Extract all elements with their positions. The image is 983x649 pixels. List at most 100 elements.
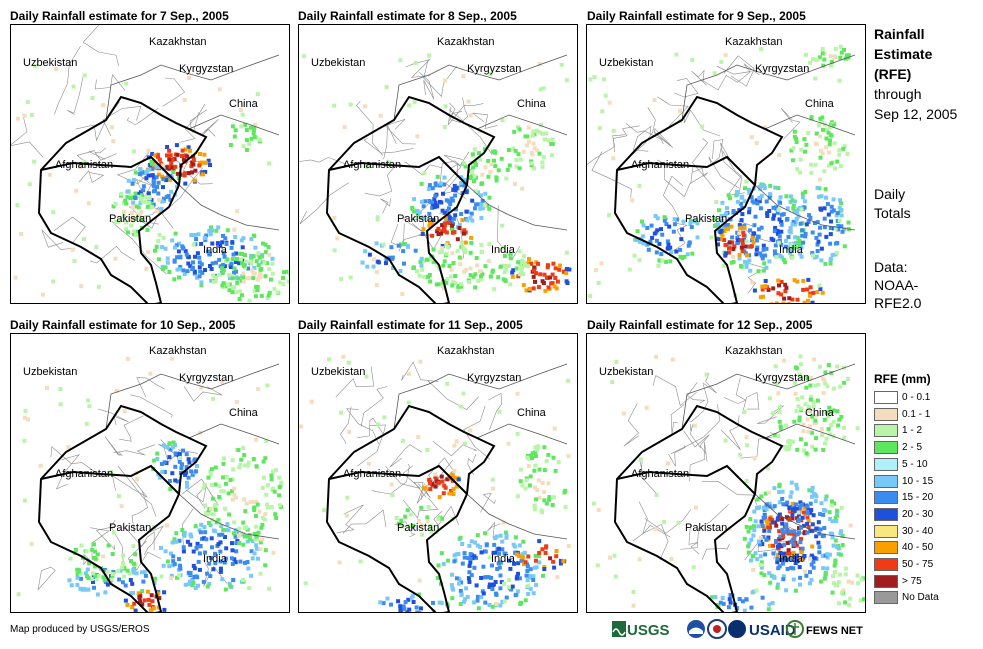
map-label-india: India	[779, 244, 804, 256]
afghanistan-pakistan-border	[40, 155, 180, 186]
map-label-kazakhstan: Kazakhstan	[725, 36, 782, 48]
map-label-india: India	[203, 553, 228, 565]
afghanistan-pakistan-border	[616, 155, 756, 186]
legend-item: > 75	[874, 574, 922, 588]
legend-swatch	[874, 541, 898, 555]
country-borders	[105, 54, 280, 231]
map-label-pakistan: Pakistan	[685, 522, 727, 534]
rainfall-map-1: Kazakhstan Uzbekistan Kyrgyzstan China Afgha…	[10, 24, 290, 304]
map-label-uzbekistan: Uzbekistan	[599, 57, 653, 69]
legend-swatch	[874, 524, 898, 538]
map-label-india: India	[491, 553, 516, 565]
rainfall-field	[13, 63, 289, 303]
legend-item: 2 - 5	[874, 441, 923, 455]
legend-label: 15 - 20	[902, 492, 934, 504]
map-label-afghanistan: Afghanistan	[55, 159, 113, 171]
legend-item: 20 - 30	[874, 507, 933, 521]
panel-title-1: Daily Rainfall estimate for 7 Sep., 2005	[10, 9, 229, 23]
country-borders	[393, 363, 568, 540]
panel-title-2: Daily Rainfall estimate for 8 Sep., 2005	[298, 9, 517, 23]
afghanistan-pakistan-outline	[37, 95, 208, 303]
legend-label: > 75	[902, 575, 922, 587]
rainfall-field	[16, 356, 284, 612]
province-boundaries	[587, 55, 801, 294]
map-label-afghanistan: Afghanistan	[631, 468, 689, 480]
data-line-2: NOAA-	[874, 277, 919, 293]
panel-title-5: Daily Rainfall estimate for 11 Sep., 200…	[298, 318, 523, 332]
legend-swatch	[874, 441, 898, 455]
map-label-kazakhstan: Kazakhstan	[437, 345, 494, 357]
map-label-kazakhstan: Kazakhstan	[437, 36, 494, 48]
map-label-pakistan: Pakistan	[397, 522, 439, 534]
map-label-china: China	[229, 407, 259, 419]
map-label-pakistan: Pakistan	[397, 213, 439, 225]
data-line-1: Data:	[874, 259, 908, 275]
country-borders	[393, 54, 568, 231]
map-label-china: China	[229, 98, 259, 110]
map-label-kazakhstan: Kazakhstan	[149, 345, 206, 357]
rainfall-map-2: Kazakhstan Uzbekistan Kyrgyzstan China Afgha…	[298, 24, 578, 304]
afghanistan-pakistan-border	[328, 464, 468, 495]
legend-swatch	[874, 424, 898, 438]
map-label-china: China	[517, 407, 547, 419]
map-label-kyrgyzstan: Kyrgyzstan	[755, 372, 809, 384]
legend-swatch	[874, 507, 898, 521]
map-label-india: India	[491, 244, 516, 256]
doc-seal-logo	[707, 619, 727, 639]
rainfall-map-3: Kazakhstan Uzbekistan Kyrgyzstan China Afgha…	[586, 24, 866, 304]
legend-item: 5 - 10	[874, 457, 928, 471]
legend-swatch	[874, 574, 898, 588]
rainfall-field	[301, 53, 572, 296]
legend-label: 1 - 2	[902, 425, 923, 437]
afghanistan-pakistan-outline	[325, 95, 496, 303]
legend-item: 10 - 15	[874, 474, 934, 488]
afghanistan-pakistan-outline	[613, 95, 784, 303]
legend-label: 50 - 75	[902, 559, 934, 571]
map-label-uzbekistan: Uzbekistan	[23, 57, 77, 69]
rainfall-map-4: Kazakhstan Uzbekistan Kyrgyzstan China Afgha…	[10, 333, 290, 613]
rfe-heading-line-3: (RFE)	[874, 66, 912, 82]
legend-label: No Data	[902, 592, 939, 604]
legend-label: 2 - 5	[902, 442, 923, 454]
map-label-kyrgyzstan: Kyrgyzstan	[755, 63, 809, 75]
country-borders	[681, 54, 856, 231]
rainfall-field	[299, 354, 571, 612]
legend-label: 30 - 40	[902, 525, 934, 537]
legend-label: 40 - 50	[902, 542, 934, 554]
map-label-kazakhstan: Kazakhstan	[725, 345, 782, 357]
map-label-afghanistan: Afghanistan	[631, 159, 689, 171]
map-label-india: India	[203, 244, 228, 256]
legend-swatch	[874, 391, 898, 404]
map-label-pakistan: Pakistan	[685, 213, 727, 225]
legend-title: RFE (mm)	[874, 372, 931, 386]
map-label-uzbekistan: Uzbekistan	[311, 57, 365, 69]
usaid-logo-text: USAID	[749, 622, 796, 639]
map-label-kyrgyzstan: Kyrgyzstan	[179, 372, 233, 384]
through-label: through	[874, 86, 922, 102]
afghanistan-pakistan-outline	[613, 404, 784, 612]
map-label-kyrgyzstan: Kyrgyzstan	[467, 372, 521, 384]
legend-label: 0 - 0.1	[902, 392, 931, 404]
map-label-china: China	[517, 98, 547, 110]
totals-line-1: Daily	[874, 186, 906, 202]
map-label-india: India	[779, 553, 804, 565]
legend-item: 40 - 50	[874, 541, 934, 555]
credit-text: Map produced by USGS/EROS	[10, 624, 150, 635]
legend-item: 30 - 40	[874, 524, 934, 538]
panel-title-4: Daily Rainfall estimate for 10 Sep., 200…	[10, 318, 236, 332]
legend-label: 10 - 15	[902, 475, 934, 487]
map-label-uzbekistan: Uzbekistan	[311, 366, 365, 378]
fewsnet-logo: FEWS NET	[786, 620, 863, 638]
through-date: Sep 12, 2005	[874, 106, 958, 122]
legend-swatch	[874, 558, 898, 571]
legend-item: 0.1 - 1	[874, 407, 930, 421]
legend-swatch	[874, 457, 898, 471]
panel-title-3: Daily Rainfall estimate for 9 Sep., 2005	[587, 9, 806, 23]
legend-item: 50 - 75	[874, 558, 933, 571]
map-label-china: China	[805, 407, 835, 419]
map-label-kazakhstan: Kazakhstan	[149, 36, 206, 48]
legend-item: 1 - 2	[874, 424, 923, 438]
legend-label: 5 - 10	[902, 458, 928, 470]
legend-item: No Data	[874, 591, 939, 605]
rfe-heading-line-1: Rainfall	[874, 26, 925, 42]
